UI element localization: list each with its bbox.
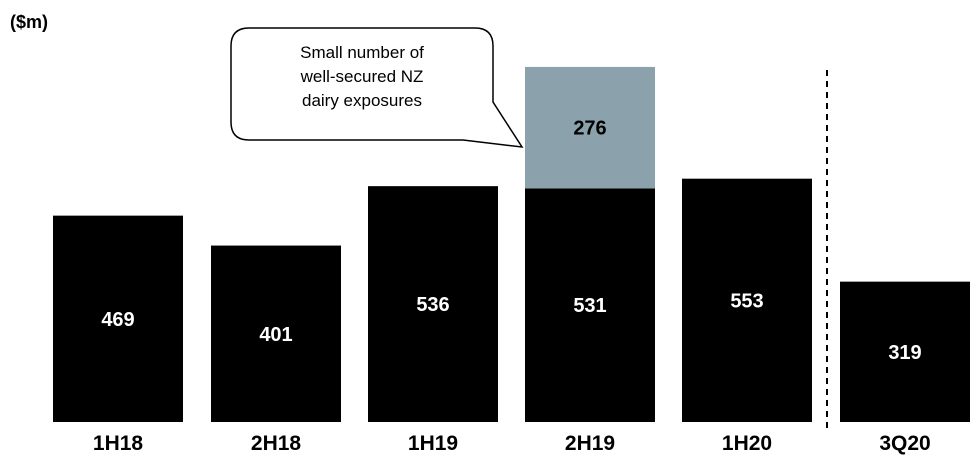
callout-bubble (230, 27, 524, 148)
value-label-2H19: 531 (573, 295, 606, 317)
unit-label: ($m) (10, 12, 48, 32)
value-label-3Q20: 319 (888, 342, 921, 364)
bar-highlight-2H19 (525, 66, 655, 189)
category-label-1H19: 1H19 (408, 432, 458, 455)
annotation-callout: Small number of well-secured NZ dairy expo… (230, 27, 524, 148)
value-labels-layer: 469 401 536 531 276 553 319 (101, 118, 921, 364)
category-label-1H20: 1H20 (722, 432, 772, 455)
bar-2H18 (211, 245, 341, 422)
category-label-2H19: 2H19 (565, 432, 615, 455)
category-label-3Q20: 3Q20 (879, 432, 930, 455)
category-label-1H18: 1H18 (93, 432, 144, 455)
category-label-2H18: 2H18 (251, 432, 302, 455)
bar-3Q20 (840, 281, 970, 422)
value-label-highlight-2H19: 276 (573, 118, 606, 140)
bar-1H19 (368, 186, 498, 422)
category-labels-layer: 1H18 2H18 1H19 2H19 1H20 3Q20 (93, 432, 931, 455)
annotation-line: dairy exposures (302, 91, 422, 110)
bar-1H18 (53, 215, 183, 422)
bars-layer (53, 66, 970, 422)
value-label-1H19: 536 (416, 294, 449, 316)
value-label-2H18: 401 (259, 324, 292, 346)
bar-2H19 (525, 188, 655, 422)
bar-1H20 (682, 178, 812, 422)
annotation-line: well-secured NZ (300, 67, 424, 86)
annotation-text: Small number of well-secured NZ dairy expo… (300, 43, 425, 110)
value-label-1H20: 553 (730, 290, 763, 312)
value-label-1H18: 469 (101, 309, 134, 331)
annotation-line: Small number of (300, 43, 424, 62)
